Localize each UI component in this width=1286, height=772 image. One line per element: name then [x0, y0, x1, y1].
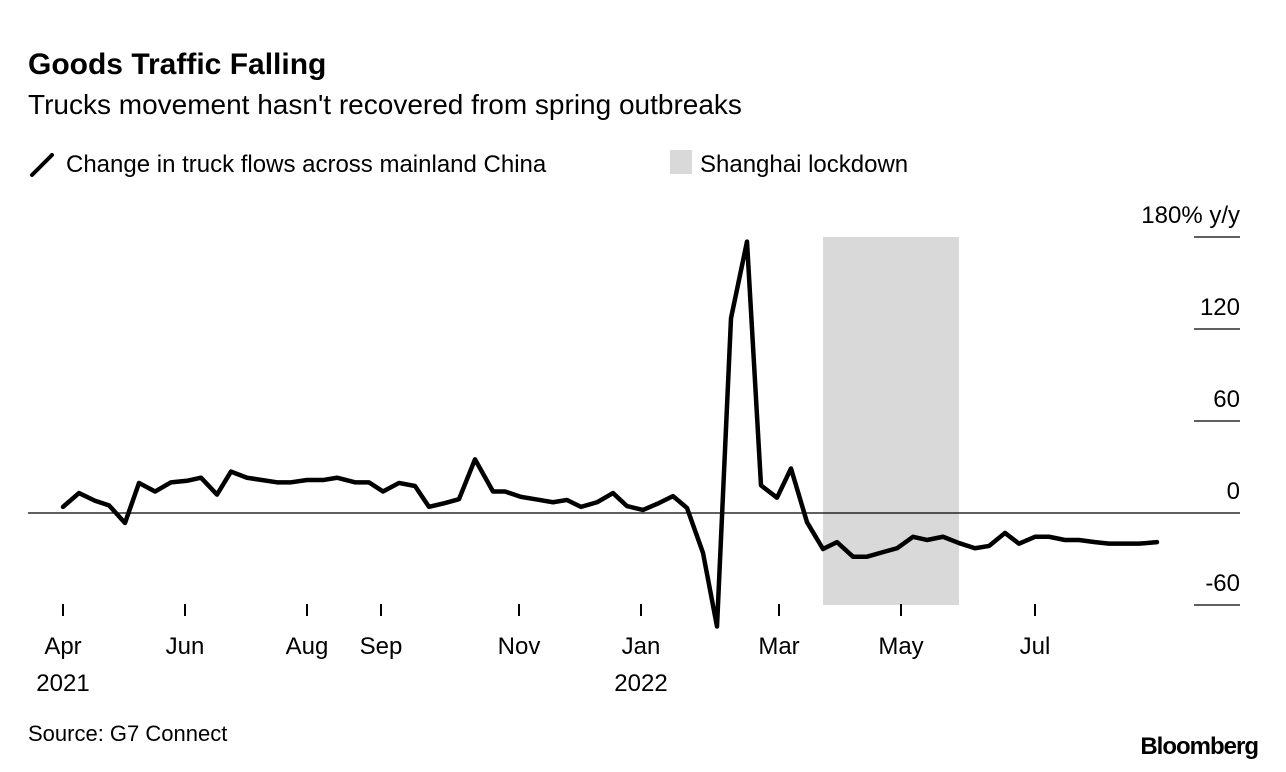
x-tick-label: Jun: [166, 633, 205, 660]
x-tick-label: Nov: [498, 633, 541, 660]
chart-title: Goods Traffic Falling: [28, 48, 326, 81]
y-tick-label: 120: [1200, 294, 1240, 321]
y-tick-label: 180% y/y: [1141, 202, 1240, 229]
x-tick-label: Apr: [44, 633, 81, 660]
x-tick-label: Jan: [622, 633, 661, 660]
chart-subtitle: Trucks movement hasn't recovered from sp…: [28, 89, 742, 120]
legend: Change in truck flows across mainland Ch…: [30, 150, 908, 178]
legend-shade-swatch: [670, 150, 692, 174]
x-tick-label: Mar: [758, 633, 799, 660]
x-tick-year: 2021: [36, 670, 89, 697]
y-tick-label: 60: [1213, 386, 1240, 413]
x-tick-label: Aug: [286, 633, 329, 660]
legend-shade-label: Shanghai lockdown: [700, 151, 908, 178]
x-tick-label: Sep: [360, 633, 403, 660]
shanghai-lockdown-shade: [823, 237, 959, 605]
y-tick-label: 0: [1227, 478, 1240, 505]
x-tick-year: 2022: [614, 670, 667, 697]
legend-line-swatch: [30, 153, 54, 177]
x-tick-label: Jul: [1020, 633, 1051, 660]
legend-line-label: Change in truck flows across mainland Ch…: [66, 151, 547, 178]
x-tick-label: May: [878, 633, 923, 660]
truck-flows-line: [60, 239, 1160, 629]
y-tick-label: -60: [1205, 570, 1240, 597]
source-note: Source: G7 Connect: [28, 721, 227, 746]
bloomberg-logo: Bloomberg: [1140, 733, 1258, 760]
